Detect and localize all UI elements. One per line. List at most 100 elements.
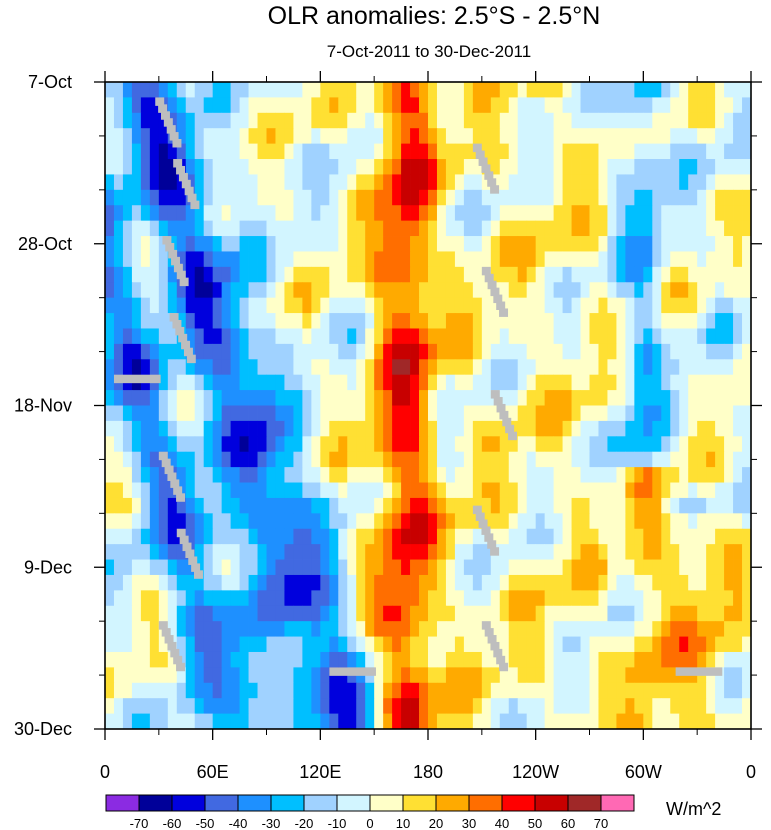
heatmap-cell — [419, 112, 429, 129]
heatmap-cell — [392, 205, 402, 222]
heatmap-cell — [356, 544, 366, 560]
heatmap-cell — [374, 282, 384, 299]
heatmap-cell — [490, 251, 501, 268]
heatmap-cell — [544, 497, 555, 514]
heatmap-cell — [454, 405, 465, 422]
heatmap-cell — [347, 220, 357, 237]
heatmap-cell — [167, 143, 178, 160]
heatmap-cell — [490, 713, 501, 730]
heatmap-cell — [149, 605, 160, 622]
heatmap-cell — [481, 112, 492, 129]
heatmap-cell — [652, 220, 662, 237]
heatmap-cell — [499, 390, 510, 406]
heatmap-cell — [194, 605, 205, 622]
heatmap-cell — [212, 621, 223, 637]
heatmap-cell — [454, 220, 465, 237]
heatmap-cell — [266, 605, 276, 622]
heatmap-cell — [607, 205, 617, 222]
heatmap-cell — [266, 313, 276, 329]
heatmap-cell — [329, 359, 339, 376]
heatmap-cell — [293, 544, 303, 560]
heatmap-cell — [643, 667, 653, 684]
heatmap-cell — [257, 482, 267, 499]
heatmap-cell — [311, 621, 321, 637]
heatmap-cell — [598, 605, 608, 622]
heatmap-cell — [338, 482, 348, 499]
heatmap-cell — [122, 698, 133, 714]
heatmap-cell — [131, 266, 142, 283]
heatmap-cell — [266, 282, 276, 299]
heatmap-cell — [122, 174, 133, 191]
heatmap-cell — [320, 174, 330, 191]
heatmap-cell — [508, 451, 519, 468]
missing-data-cell — [487, 178, 497, 187]
heatmap-cell — [436, 544, 447, 560]
heatmap-cell — [185, 436, 196, 453]
heatmap-cell — [589, 143, 599, 160]
heatmap-cell — [392, 236, 402, 252]
heatmap-cell — [742, 405, 752, 422]
heatmap-cell — [401, 559, 411, 576]
heatmap-cell — [122, 590, 133, 607]
heatmap-cell — [562, 97, 572, 114]
heatmap-cell — [463, 621, 474, 637]
heatmap-cell — [481, 574, 492, 591]
heatmap-cell — [248, 667, 258, 684]
heatmap-cell — [311, 112, 321, 129]
heatmap-cell — [356, 128, 366, 145]
heatmap-cell — [212, 189, 223, 206]
heatmap-cell — [544, 359, 555, 376]
heatmap-cell — [454, 282, 465, 299]
heatmap-cell — [715, 420, 725, 437]
heatmap-cell — [284, 713, 294, 730]
heatmap-cell — [212, 343, 223, 360]
heatmap-cell — [149, 220, 160, 237]
heatmap-cell — [706, 651, 716, 668]
heatmap-cell — [715, 374, 725, 391]
heatmap-cell — [454, 143, 465, 160]
heatmap-cell — [419, 590, 429, 607]
heatmap-cell — [338, 128, 348, 145]
heatmap-cell — [607, 698, 617, 714]
heatmap-cell — [688, 236, 698, 252]
heatmap-cell — [212, 698, 223, 714]
heatmap-cell — [535, 528, 546, 545]
heatmap-cell — [679, 497, 689, 514]
heatmap-cell — [194, 682, 205, 699]
heatmap-cell — [454, 159, 465, 175]
heatmap-cell — [149, 159, 160, 175]
heatmap-cell — [257, 605, 267, 622]
missing-data-cell — [493, 648, 503, 658]
heatmap-cell — [194, 297, 205, 314]
heatmap-cell — [436, 574, 447, 591]
heatmap-cell — [185, 590, 196, 607]
heatmap-cell — [140, 343, 151, 360]
heatmap-cell — [742, 636, 752, 653]
heatmap-cell — [607, 528, 617, 545]
heatmap-cell — [706, 559, 716, 576]
heatmap-cell — [149, 667, 160, 684]
heatmap-cell — [580, 528, 590, 545]
heatmap-cell — [562, 559, 572, 576]
heatmap-cell — [517, 128, 528, 145]
missing-data-cell — [170, 648, 180, 658]
heatmap-cell — [122, 205, 133, 222]
heatmap-cell — [230, 266, 240, 283]
heatmap-cell — [212, 667, 223, 684]
heatmap-cell — [697, 236, 707, 252]
heatmap-cell — [338, 282, 348, 299]
heatmap-cell — [436, 698, 447, 714]
heatmap-cell — [643, 282, 653, 299]
heatmap-cell — [311, 436, 321, 453]
heatmap-cell — [490, 143, 501, 160]
heatmap-cell — [715, 544, 725, 560]
heatmap-cell — [616, 651, 626, 668]
heatmap-cell — [670, 343, 680, 360]
heatmap-cell — [185, 297, 196, 314]
heatmap-cell — [688, 328, 698, 345]
heatmap-cell — [185, 713, 196, 730]
heatmap-cell — [481, 174, 492, 191]
colorbar-swatch — [138, 794, 173, 812]
heatmap-cell — [445, 559, 456, 576]
heatmap-cell — [472, 590, 483, 607]
